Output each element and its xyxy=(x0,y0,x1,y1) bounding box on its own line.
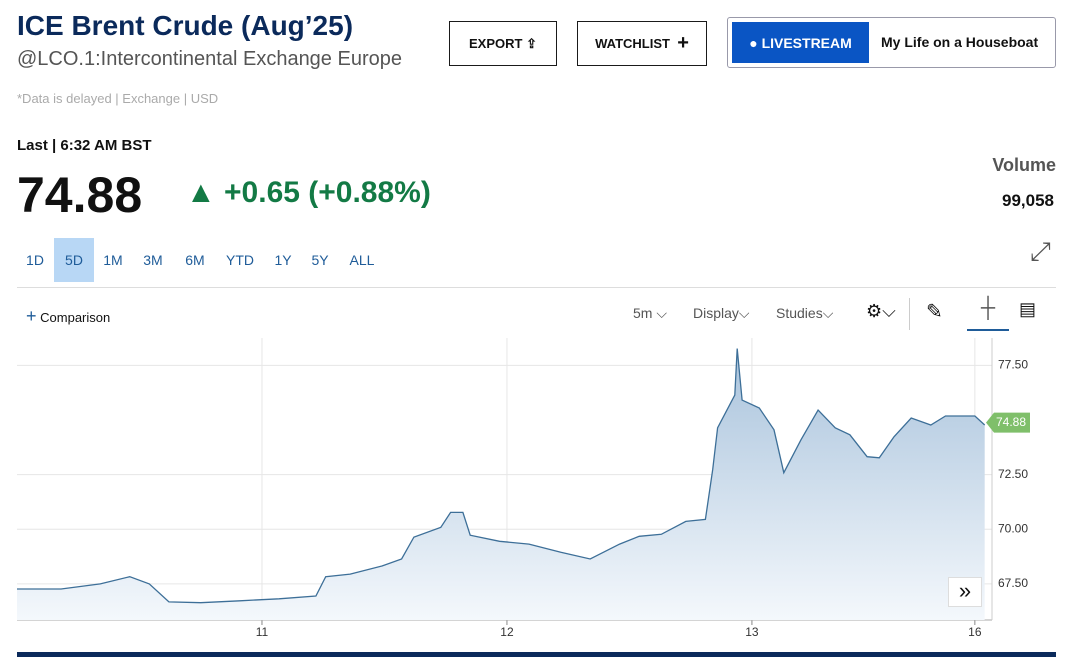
y-tick-label: 77.50 xyxy=(998,357,1028,371)
y-tick-label: 67.50 xyxy=(998,576,1028,590)
export-label: EXPORT xyxy=(469,36,523,51)
last-value-label: 74.88 xyxy=(996,415,1026,429)
scroll-right-button[interactable]: » xyxy=(948,577,982,607)
price-change: ▲ +0.65 (+0.88%) xyxy=(186,176,431,209)
x-tick-label: 16 xyxy=(968,625,982,639)
last-time: Last | 6:32 AM BST xyxy=(17,137,152,154)
livestream-button[interactable]: ● LIVESTREAM xyxy=(732,22,869,63)
range-tab[interactable]: 5D xyxy=(54,238,94,282)
comparison-label: Comparison xyxy=(40,310,111,325)
range-tab[interactable]: 1Y xyxy=(274,252,292,268)
x-tick-label: 12 xyxy=(500,625,514,639)
title: ICE Brent Crude (Aug’25) xyxy=(17,10,354,41)
range-tab[interactable]: 6M xyxy=(185,252,205,268)
comment-icon[interactable]: ▤ xyxy=(1019,299,1037,319)
range-tab[interactable]: ALL xyxy=(349,252,375,268)
export-button[interactable]: EXPORT ⇪ xyxy=(449,21,557,66)
watchlist-button[interactable]: WATCHLIST + xyxy=(577,21,707,66)
draw-icon[interactable]: ✎ xyxy=(926,301,943,323)
range-tab[interactable]: 5Y xyxy=(311,252,329,268)
expand-icon[interactable]: ⤢ xyxy=(1030,236,1051,266)
comparison-button[interactable]: + Comparison xyxy=(26,306,111,326)
last-price: 74.88 xyxy=(17,167,143,223)
livestream-box[interactable]: ● LIVESTREAM My Life on a Houseboat xyxy=(727,17,1056,68)
y-tick-label: 70.00 xyxy=(998,521,1028,535)
bottom-bar xyxy=(17,652,1056,657)
show-title: My Life on a Houseboat xyxy=(881,34,1039,50)
toolbar-separator xyxy=(909,298,910,330)
price-area xyxy=(17,348,985,620)
volume-label: Volume xyxy=(992,155,1056,175)
range-tab[interactable]: YTD xyxy=(226,252,254,268)
y-tick-label: 72.50 xyxy=(998,467,1028,481)
studies-menu[interactable]: Studies⌵ xyxy=(776,305,834,321)
volume-value: 99,058 xyxy=(1002,191,1054,210)
display-label: Display xyxy=(693,305,739,321)
change-value: +0.65 (+0.88%) xyxy=(224,176,431,209)
x-tick-label: 13 xyxy=(745,625,759,639)
livestream-label: LIVESTREAM xyxy=(761,34,852,51)
price-line xyxy=(17,348,986,604)
display-menu[interactable]: Display⌵ xyxy=(693,305,750,321)
watchlist-label: WATCHLIST xyxy=(595,36,670,51)
range-tab[interactable]: 3M xyxy=(143,252,163,268)
interval-label: 5m xyxy=(633,305,653,321)
range-tab[interactable]: 1M xyxy=(103,252,123,268)
x-tick-label: 11 xyxy=(256,625,269,639)
last-value-tag xyxy=(986,412,1030,433)
interval-menu[interactable]: 5m ⌵ xyxy=(633,305,667,321)
settings-icon[interactable]: ⚙⌵ xyxy=(866,301,896,321)
crosshair-icon[interactable]: ┼ xyxy=(967,297,1009,331)
data-note: *Data is delayed | Exchange | USD xyxy=(17,91,219,106)
range-tab[interactable]: 1D xyxy=(26,252,44,268)
divider xyxy=(17,287,1056,288)
subtitle: @LCO.1:Intercontinental Exchange Europe xyxy=(17,48,402,70)
studies-label: Studies xyxy=(776,305,823,321)
